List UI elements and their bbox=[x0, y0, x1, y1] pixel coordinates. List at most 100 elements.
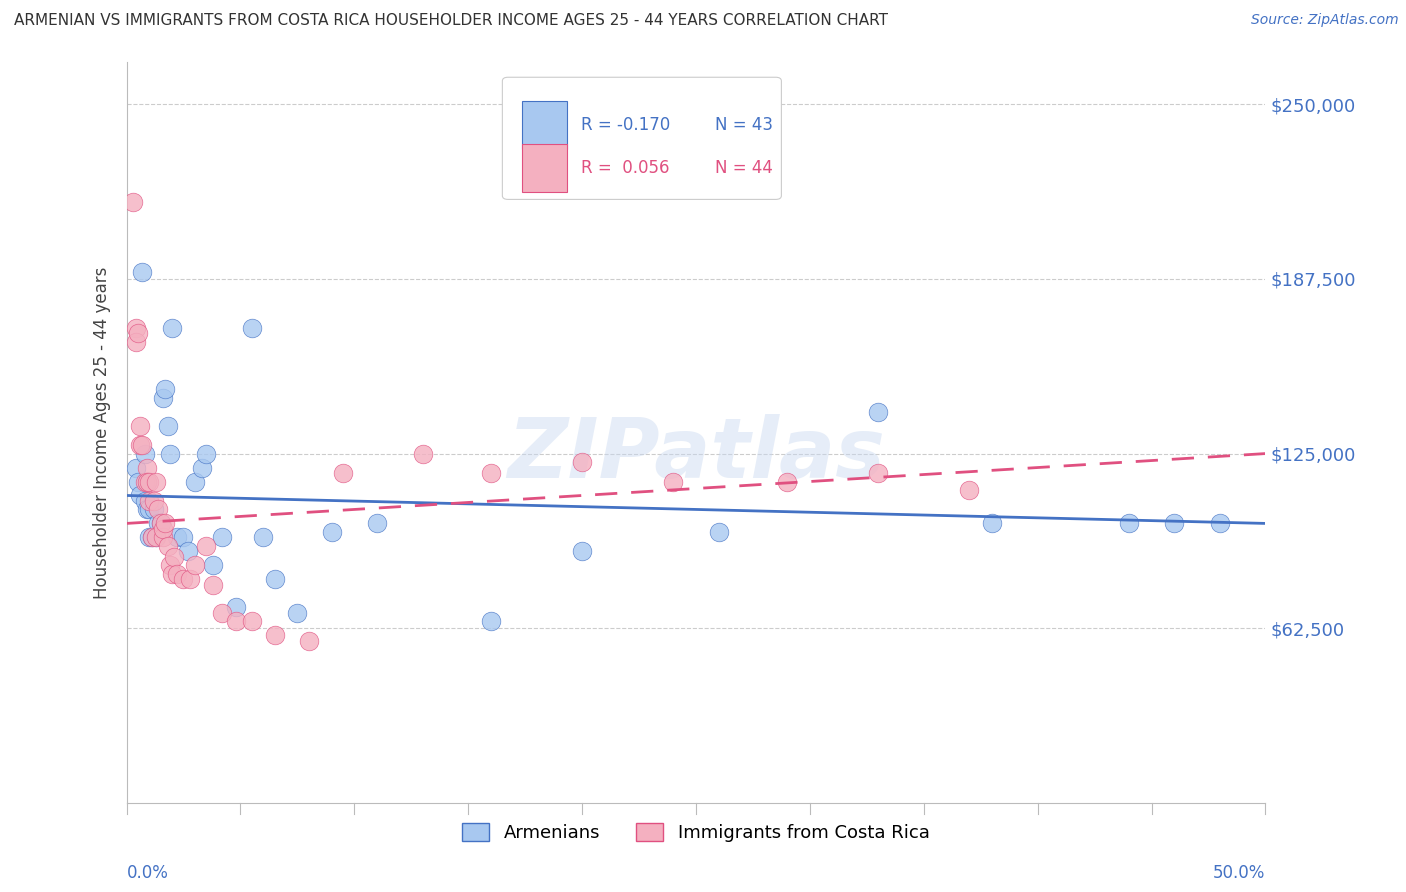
Point bbox=[776, 475, 799, 489]
Point bbox=[138, 502, 160, 516]
Point bbox=[225, 600, 247, 615]
Point bbox=[155, 382, 177, 396]
Text: ZIPatlas: ZIPatlas bbox=[508, 414, 884, 495]
Point bbox=[179, 572, 201, 586]
Point bbox=[145, 530, 167, 544]
Point bbox=[211, 606, 233, 620]
Legend: Armenians, Immigrants from Costa Rica: Armenians, Immigrants from Costa Rica bbox=[456, 815, 936, 849]
Point bbox=[1209, 516, 1232, 531]
Point bbox=[195, 539, 218, 553]
Point bbox=[127, 326, 149, 341]
Point bbox=[122, 195, 145, 210]
Point bbox=[160, 321, 183, 335]
Point bbox=[195, 446, 218, 460]
Point bbox=[190, 460, 212, 475]
Point bbox=[287, 606, 309, 620]
Text: R =  0.056: R = 0.056 bbox=[581, 160, 669, 178]
Point bbox=[184, 475, 207, 489]
Point bbox=[152, 391, 174, 405]
Point bbox=[148, 516, 170, 531]
Point bbox=[868, 405, 890, 419]
Point bbox=[240, 321, 263, 335]
Point bbox=[136, 475, 159, 489]
Point bbox=[240, 614, 263, 628]
Point bbox=[571, 544, 593, 558]
Point bbox=[957, 483, 980, 497]
Text: 0.0%: 0.0% bbox=[127, 864, 169, 882]
Text: ARMENIAN VS IMMIGRANTS FROM COSTA RICA HOUSEHOLDER INCOME AGES 25 - 44 YEARS COR: ARMENIAN VS IMMIGRANTS FROM COSTA RICA H… bbox=[14, 13, 889, 29]
Point bbox=[166, 530, 188, 544]
Point bbox=[142, 494, 165, 508]
Point bbox=[138, 530, 160, 544]
Point bbox=[263, 628, 285, 642]
Point bbox=[156, 539, 179, 553]
Point bbox=[155, 516, 177, 531]
Point bbox=[184, 558, 207, 573]
Point bbox=[1163, 516, 1185, 531]
Point bbox=[138, 475, 160, 489]
Point bbox=[129, 418, 152, 433]
Point bbox=[172, 572, 194, 586]
Point bbox=[141, 530, 163, 544]
Point bbox=[127, 475, 149, 489]
Text: Source: ZipAtlas.com: Source: ZipAtlas.com bbox=[1251, 13, 1399, 28]
FancyBboxPatch shape bbox=[522, 102, 567, 150]
Point bbox=[145, 530, 167, 544]
Point bbox=[124, 321, 146, 335]
Point bbox=[129, 438, 152, 452]
Point bbox=[124, 460, 146, 475]
Point bbox=[202, 558, 225, 573]
Point bbox=[211, 530, 233, 544]
Point bbox=[202, 578, 225, 592]
Point bbox=[124, 334, 146, 349]
Point bbox=[136, 502, 159, 516]
Y-axis label: Householder Income Ages 25 - 44 years: Householder Income Ages 25 - 44 years bbox=[93, 267, 111, 599]
FancyBboxPatch shape bbox=[522, 145, 567, 193]
Point bbox=[159, 558, 181, 573]
Point bbox=[134, 446, 156, 460]
Point bbox=[142, 502, 165, 516]
Point bbox=[366, 516, 388, 531]
Point bbox=[149, 516, 172, 531]
Text: 50.0%: 50.0% bbox=[1213, 864, 1265, 882]
Point bbox=[225, 614, 247, 628]
Point bbox=[172, 530, 194, 544]
Point bbox=[166, 566, 188, 581]
Point bbox=[321, 524, 343, 539]
Point bbox=[160, 566, 183, 581]
Point bbox=[152, 522, 174, 536]
Point bbox=[129, 488, 152, 502]
Point bbox=[252, 530, 274, 544]
Point bbox=[479, 614, 502, 628]
Text: R = -0.170: R = -0.170 bbox=[581, 116, 671, 135]
Point bbox=[412, 446, 434, 460]
Point bbox=[263, 572, 285, 586]
Point bbox=[138, 494, 160, 508]
Text: N = 43: N = 43 bbox=[716, 116, 773, 135]
Point bbox=[981, 516, 1004, 531]
Point bbox=[149, 516, 172, 531]
Point bbox=[177, 544, 200, 558]
Point bbox=[131, 265, 153, 279]
Point bbox=[159, 446, 181, 460]
Point bbox=[145, 475, 167, 489]
Point bbox=[136, 475, 159, 489]
Point bbox=[571, 455, 593, 469]
Point bbox=[136, 460, 159, 475]
Point bbox=[134, 494, 156, 508]
Point bbox=[332, 466, 354, 480]
Point bbox=[141, 530, 163, 544]
Point bbox=[868, 466, 890, 480]
FancyBboxPatch shape bbox=[502, 78, 782, 200]
Point bbox=[156, 418, 179, 433]
Point bbox=[479, 466, 502, 480]
Point bbox=[662, 475, 685, 489]
Point bbox=[298, 633, 321, 648]
Text: N = 44: N = 44 bbox=[716, 160, 773, 178]
Point bbox=[134, 475, 156, 489]
Point bbox=[163, 549, 186, 564]
Point bbox=[1118, 516, 1140, 531]
Point bbox=[152, 530, 174, 544]
Point bbox=[131, 438, 153, 452]
Point bbox=[148, 502, 170, 516]
